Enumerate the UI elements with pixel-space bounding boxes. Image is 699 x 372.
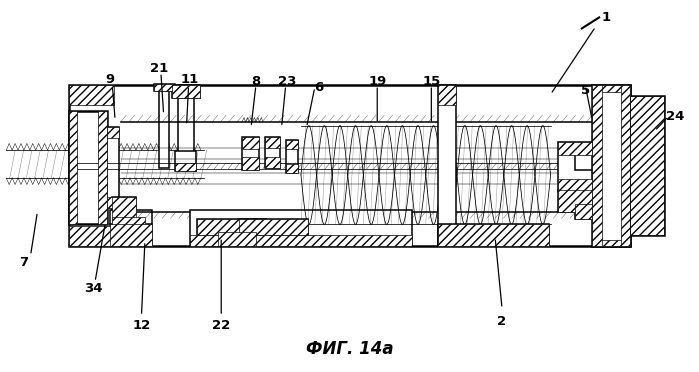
Bar bbox=[190, 210, 412, 247]
Text: 22: 22 bbox=[212, 319, 231, 332]
Bar bbox=[238, 219, 308, 235]
Bar bbox=[69, 111, 77, 224]
Bar bbox=[178, 89, 194, 153]
Bar bbox=[107, 197, 120, 208]
Bar bbox=[592, 85, 630, 92]
Bar bbox=[218, 223, 256, 247]
Bar bbox=[265, 137, 280, 148]
Text: 21: 21 bbox=[150, 62, 168, 75]
Bar bbox=[107, 127, 120, 208]
Bar bbox=[218, 232, 256, 247]
Bar bbox=[172, 85, 200, 98]
Bar bbox=[630, 96, 663, 235]
Text: 24: 24 bbox=[666, 110, 684, 123]
Bar bbox=[69, 111, 107, 224]
Text: 11: 11 bbox=[181, 73, 199, 86]
Text: 34: 34 bbox=[84, 282, 102, 295]
Bar bbox=[558, 179, 592, 192]
Text: 9: 9 bbox=[106, 73, 115, 86]
Bar bbox=[575, 148, 592, 170]
Bar bbox=[286, 140, 298, 173]
Bar bbox=[438, 85, 456, 247]
Bar bbox=[558, 190, 592, 212]
Bar bbox=[621, 85, 630, 247]
Bar bbox=[575, 204, 592, 219]
Bar bbox=[154, 84, 175, 91]
Bar bbox=[110, 224, 152, 247]
Bar bbox=[238, 219, 308, 235]
Bar bbox=[172, 85, 200, 98]
Text: 1: 1 bbox=[602, 11, 611, 24]
Bar bbox=[592, 85, 602, 247]
Bar bbox=[69, 85, 114, 105]
Bar bbox=[197, 219, 266, 235]
Bar bbox=[190, 235, 412, 247]
Bar bbox=[286, 140, 298, 149]
Bar bbox=[112, 197, 136, 219]
Bar bbox=[110, 210, 152, 224]
Bar bbox=[197, 219, 266, 235]
Bar bbox=[438, 224, 549, 247]
Bar bbox=[558, 142, 592, 155]
Bar bbox=[265, 137, 280, 169]
Bar bbox=[438, 224, 549, 247]
Bar bbox=[159, 85, 169, 168]
Bar bbox=[286, 164, 298, 173]
Bar bbox=[438, 85, 456, 105]
Text: 2: 2 bbox=[498, 315, 507, 328]
Bar bbox=[558, 142, 592, 192]
Bar bbox=[69, 85, 630, 247]
Bar bbox=[107, 127, 120, 138]
Bar bbox=[265, 157, 280, 169]
Bar bbox=[112, 217, 145, 226]
Bar bbox=[112, 217, 145, 226]
Bar bbox=[175, 163, 196, 171]
Bar bbox=[242, 157, 259, 170]
Bar bbox=[110, 224, 152, 247]
Bar bbox=[69, 226, 114, 247]
Bar bbox=[438, 226, 456, 247]
Bar bbox=[154, 84, 175, 91]
Bar bbox=[575, 204, 592, 219]
Text: 7: 7 bbox=[19, 256, 28, 269]
Text: 15: 15 bbox=[422, 75, 440, 88]
Bar bbox=[242, 137, 259, 170]
Text: 19: 19 bbox=[368, 75, 387, 88]
Text: ФИГ. 14а: ФИГ. 14а bbox=[305, 340, 394, 358]
Bar bbox=[242, 137, 259, 149]
Bar bbox=[175, 151, 196, 171]
Text: 12: 12 bbox=[132, 319, 150, 332]
Bar bbox=[592, 85, 630, 247]
Bar bbox=[112, 197, 136, 219]
Bar bbox=[592, 240, 630, 247]
Text: 8: 8 bbox=[251, 75, 261, 88]
Bar bbox=[558, 190, 592, 212]
Text: 5: 5 bbox=[581, 84, 590, 97]
Bar bbox=[99, 111, 107, 224]
Bar bbox=[630, 96, 663, 235]
Text: 6: 6 bbox=[314, 81, 323, 94]
Text: 23: 23 bbox=[278, 75, 296, 88]
